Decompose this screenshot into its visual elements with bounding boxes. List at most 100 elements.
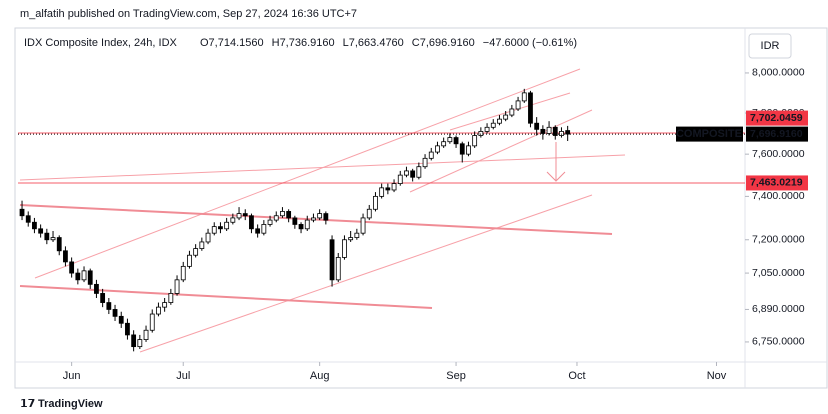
candle-body xyxy=(528,92,533,124)
candle-body xyxy=(81,270,87,281)
candle-body xyxy=(255,228,261,234)
candle-body xyxy=(230,217,236,223)
trend-line xyxy=(19,154,626,181)
currency-button[interactable] xyxy=(748,33,792,59)
candle-body xyxy=(69,261,75,274)
symbol-title: IDX Composite Index, 24h, IDX xyxy=(24,37,178,49)
candle-body xyxy=(335,257,341,281)
candle-body xyxy=(422,157,428,168)
arrow-head xyxy=(546,171,566,182)
candle-body xyxy=(199,241,205,249)
candle-body xyxy=(211,226,217,234)
y-tick-label: 7,200.0000 xyxy=(752,234,805,246)
candle-body xyxy=(174,279,180,294)
price-label: 7,463.0219 xyxy=(750,177,803,189)
x-tick-label: Sep xyxy=(446,370,466,382)
candle-body xyxy=(410,170,416,178)
candle-body xyxy=(354,232,360,238)
candle-body xyxy=(391,183,397,191)
candle-body xyxy=(317,213,323,219)
candle-body xyxy=(32,221,37,230)
candle-body xyxy=(280,211,285,217)
candle-body xyxy=(218,226,223,230)
ohlc-value: H7,736.9160 xyxy=(272,37,335,49)
candle-body xyxy=(100,293,106,303)
candle-body xyxy=(125,322,130,336)
candle-body xyxy=(447,137,453,143)
trend-line xyxy=(19,285,433,309)
candle-body xyxy=(249,215,254,230)
candle-body xyxy=(267,219,273,225)
candle-body xyxy=(298,224,304,230)
attribution: m_alfatih published on TradingView.com, … xyxy=(20,8,357,20)
ohlc-value: O7,714.1560 xyxy=(200,37,264,49)
candle-body xyxy=(149,313,155,331)
y-tick-label: 8,000.0000 xyxy=(752,67,805,79)
candle-body xyxy=(546,126,552,134)
brand-logo: 𝟭𝟳 xyxy=(20,398,35,410)
candle-body xyxy=(187,254,192,267)
candle-body xyxy=(63,250,68,263)
candle-body xyxy=(156,306,161,315)
candle-body xyxy=(205,232,211,243)
candle-body xyxy=(521,92,527,102)
candle-body xyxy=(143,329,149,340)
candle-body xyxy=(286,211,292,219)
candle-body xyxy=(459,143,465,155)
candle-body xyxy=(540,128,546,134)
candle-body xyxy=(329,239,335,281)
candle-body xyxy=(404,170,409,176)
candle-body xyxy=(397,174,403,184)
candle-body xyxy=(106,302,112,310)
candle-body xyxy=(236,213,242,219)
candle-body xyxy=(509,108,515,116)
candle-body xyxy=(348,237,354,241)
candle-body xyxy=(304,219,310,230)
candle-body xyxy=(25,215,31,223)
candle-body xyxy=(137,339,143,348)
candle-body xyxy=(515,100,521,110)
pane-frame xyxy=(14,27,828,389)
candle-body xyxy=(94,283,99,294)
price-label-box xyxy=(746,175,808,191)
symbol-label-box xyxy=(676,126,743,142)
candle-body xyxy=(484,126,490,132)
candle-body xyxy=(360,217,366,234)
price-label: 7,696.9160 xyxy=(750,128,803,140)
x-tick-label: Nov xyxy=(707,370,727,382)
candle-body xyxy=(366,208,372,219)
currency-label: IDR xyxy=(761,40,780,52)
candle-body xyxy=(478,131,484,136)
price-label: 7,702.0459 xyxy=(750,112,803,124)
y-tick-label: 7,400.0000 xyxy=(752,190,805,202)
candle-body xyxy=(273,215,279,221)
candle-body xyxy=(373,195,378,210)
candle-body xyxy=(44,232,50,241)
candle-body xyxy=(75,272,81,281)
y-tick-label: 6,750.0000 xyxy=(752,336,805,348)
candle-body xyxy=(552,126,558,136)
candle-body xyxy=(441,141,447,147)
candle-body xyxy=(261,224,267,234)
symbol-label: COMPOSITE xyxy=(676,128,742,140)
candle-body xyxy=(87,270,93,285)
ohlc-value: L7,663.4760 xyxy=(343,37,404,49)
price-label-box xyxy=(746,110,808,126)
candle-body xyxy=(497,118,502,124)
candle-body xyxy=(385,187,391,191)
candle-body xyxy=(224,221,230,230)
ohlc-value: −47.6000 (−0.61%) xyxy=(483,37,577,49)
y-tick-label: 7,600.0000 xyxy=(752,148,805,160)
candle-body xyxy=(435,145,440,153)
candle-body xyxy=(56,237,62,252)
candle-body xyxy=(118,315,124,324)
candle-body xyxy=(342,239,347,258)
candle-body xyxy=(534,122,540,130)
trend-line xyxy=(19,204,613,235)
x-tick-label: Oct xyxy=(568,370,585,382)
candle-body xyxy=(38,228,44,234)
ohlc-legend: IDX Composite Index, 24h, IDX O7,714.156… xyxy=(24,37,577,49)
candle-body xyxy=(503,114,509,120)
